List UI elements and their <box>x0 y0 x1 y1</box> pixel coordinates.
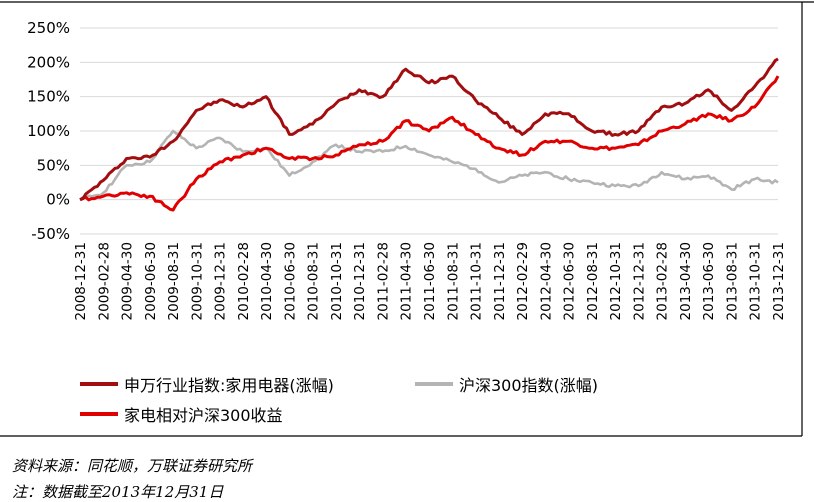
x-tick-label: 2013-10-31 <box>748 242 764 320</box>
x-tick-label: 2010-06-30 <box>282 242 298 320</box>
x-tick-label: 2009-06-30 <box>143 242 159 320</box>
y-tick-label: 50% <box>37 156 70 174</box>
y-tick-label: 200% <box>27 53 70 71</box>
x-tick-label: 2012-10-31 <box>608 242 624 320</box>
x-tick-label: 2013-04-30 <box>678 242 694 320</box>
y-tick-label: 150% <box>27 88 70 106</box>
x-tick-label: 2009-08-31 <box>166 242 182 320</box>
x-tick-label: 2011-02-28 <box>375 242 391 320</box>
date-note: 注：数据截至2013年12月31日 <box>12 483 224 501</box>
legend-label-industry-index: 申万行业指数:家用电器(涨幅) <box>124 376 334 395</box>
legend-label-hs300: 沪深300指数(涨幅) <box>459 376 599 395</box>
series-line-hs300 <box>79 129 779 201</box>
x-tick-label: 2009-04-30 <box>120 242 136 320</box>
x-tick-label: 2012-06-30 <box>562 242 578 320</box>
x-tick-label: 2011-10-31 <box>469 242 485 320</box>
x-tick-label: 2010-10-31 <box>329 242 345 320</box>
y-tick-label: 250% <box>27 19 70 37</box>
x-tick-label: 2010-02-28 <box>236 242 252 320</box>
x-tick-label: 2013-12-31 <box>771 242 787 320</box>
source-note: 资料来源：同花顺，万联证券研究所 <box>12 457 253 475</box>
x-tick-label: 2012-04-30 <box>538 242 554 320</box>
legend-item-hs300: 沪深300指数(涨幅) <box>415 372 598 396</box>
x-tick-label: 2009-12-31 <box>213 242 229 320</box>
x-tick-label: 2010-04-30 <box>259 242 275 320</box>
x-tick-label: 2011-08-31 <box>445 242 461 320</box>
x-tick-label: 2013-02-28 <box>655 242 671 320</box>
series-line-industry-index <box>79 57 779 202</box>
x-tick-label: 2008-12-31 <box>73 242 89 320</box>
x-tick-label: 2011-04-30 <box>399 242 415 320</box>
line-chart: 250% 200% 150% 100% 50% 0% -50% 2008-12-31 2009… <box>0 1 814 437</box>
x-tick-label: 2011-06-30 <box>422 242 438 320</box>
legend-label-relative: 家电相对沪深300收益 <box>124 406 283 425</box>
legend-swatch-relative <box>80 412 118 416</box>
x-tick-label: 2010-08-31 <box>306 242 322 320</box>
x-tick-label: 2011-12-31 <box>492 242 508 320</box>
series-line-relative <box>79 75 780 212</box>
x-tick-label: 2012-12-31 <box>631 242 647 320</box>
x-tick-label: 2012-02-29 <box>515 242 531 320</box>
x-tick-label: 2009-02-28 <box>96 242 112 320</box>
y-tick-label: 100% <box>27 122 70 140</box>
legend-item-industry-index: 申万行业指数:家用电器(涨幅) <box>80 372 334 396</box>
legend-item-relative: 家电相对沪深300收益 <box>80 402 283 426</box>
legend-swatch-industry-index <box>80 382 118 386</box>
x-tick-label: 2013-06-30 <box>701 242 717 320</box>
legend-swatch-hs300 <box>415 382 453 386</box>
x-tick-label: 2012-08-31 <box>585 242 601 320</box>
y-tick-label: 0% <box>46 191 70 209</box>
x-tick-label: 2009-10-31 <box>189 242 205 320</box>
x-tick-label: 2010-12-31 <box>352 242 368 320</box>
y-tick-label: -50% <box>31 225 70 243</box>
x-tick-label: 2013-08-31 <box>724 242 740 320</box>
